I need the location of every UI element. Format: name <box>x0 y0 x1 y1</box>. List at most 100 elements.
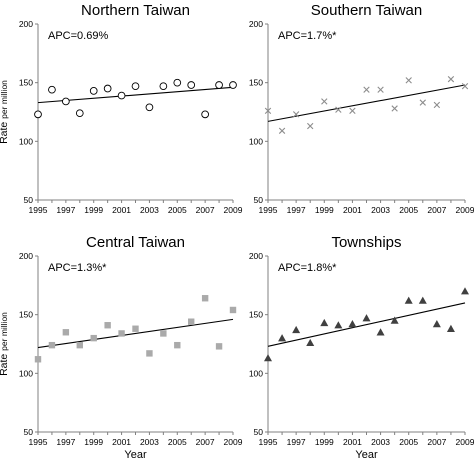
x-tick-label: 1995 <box>29 437 48 447</box>
y-axis-label-sub: per million <box>0 312 9 351</box>
data-point <box>48 341 56 349</box>
data-point <box>118 330 125 337</box>
data-point <box>348 320 357 328</box>
x-tick-label: 1997 <box>56 437 75 447</box>
y-axis-label: Rate per million <box>0 80 10 144</box>
x-tick-label: 1995 <box>29 205 48 215</box>
x-tick-label: 2005 <box>399 437 418 447</box>
x-tick-label: 1997 <box>56 205 75 215</box>
data-point <box>405 77 412 84</box>
data-point <box>159 82 168 91</box>
y-tick-label: 100 <box>249 368 263 378</box>
data-point <box>334 321 343 329</box>
data-point <box>174 341 181 349</box>
trend-line <box>37 86 234 104</box>
data-point <box>117 91 126 100</box>
data-point <box>391 105 398 112</box>
y-axis-label: Rate per million <box>0 312 10 376</box>
x-tick-label: 1995 <box>259 205 278 215</box>
data-point <box>264 354 272 362</box>
x-tick-label: 2009 <box>224 205 243 215</box>
x-tick-label: 2009 <box>456 205 474 215</box>
data-point <box>404 296 413 304</box>
data-point <box>433 101 441 109</box>
x-tick-label: 1999 <box>315 205 334 215</box>
x-tick-label: 2001 <box>343 437 362 447</box>
x-tick-label: 2009 <box>456 437 474 447</box>
x-tick-label: 2003 <box>371 205 390 215</box>
data-point <box>62 329 70 336</box>
y-tick-label: 200 <box>249 251 263 261</box>
panel-title: Southern Taiwan <box>311 2 422 19</box>
data-point <box>278 127 286 134</box>
data-point <box>335 106 342 113</box>
y-tick-label: 50 <box>254 195 264 205</box>
x-axis-label: Year <box>355 449 378 460</box>
data-point <box>201 110 209 119</box>
x-tick-label: 2007 <box>427 205 446 215</box>
data-point <box>264 107 272 115</box>
data-point <box>307 122 314 130</box>
x-tick-label: 2003 <box>371 437 390 447</box>
data-point <box>90 334 97 342</box>
data-point <box>306 338 315 347</box>
x-tick-label: 2003 <box>140 437 159 447</box>
x-tick-label: 1999 <box>315 437 334 447</box>
data-point <box>390 316 399 324</box>
x-tick-label: 2001 <box>112 437 131 447</box>
data-point <box>362 314 371 322</box>
data-point <box>146 350 153 357</box>
x-tick-label: 2003 <box>140 205 159 215</box>
y-tick-label: 200 <box>19 19 33 29</box>
data-point <box>89 87 98 95</box>
data-point <box>201 295 209 302</box>
y-tick-label: 150 <box>249 310 263 320</box>
panel-3: Central Taiwan 50 100 150 200 1995 1997 1999 200… <box>0 234 243 460</box>
data-point <box>104 322 111 329</box>
data-point <box>377 86 384 93</box>
data-point <box>48 85 56 94</box>
data-point <box>75 109 84 118</box>
y-tick-label: 50 <box>24 195 34 205</box>
y-tick-label: 50 <box>254 427 264 437</box>
data-point <box>419 99 426 106</box>
y-tick-label: 200 <box>19 251 33 261</box>
data-point <box>76 341 83 349</box>
data-point <box>229 306 237 314</box>
data-point <box>320 318 329 327</box>
data-point <box>173 78 182 87</box>
x-tick-label: 1995 <box>259 437 278 447</box>
x-tick-label: 1999 <box>84 437 103 447</box>
y-tick-label: 50 <box>24 427 34 437</box>
panel-title: Townships <box>331 234 401 251</box>
data-point <box>292 325 301 334</box>
data-point <box>215 343 223 350</box>
data-point <box>363 86 370 93</box>
panel-2: Southern Taiwan 50 100 150 200 1995 1997 1999 20… <box>249 2 474 215</box>
apc-annotation: APC=1.8%* <box>278 262 337 274</box>
data-point <box>131 82 140 91</box>
data-point <box>62 97 70 106</box>
x-tick-label: 2005 <box>168 437 187 447</box>
x-tick-label: 2005 <box>168 205 187 215</box>
y-axis-label-main: Rate <box>0 119 10 144</box>
y-tick-label: 100 <box>19 136 33 146</box>
x-tick-label: 1997 <box>287 437 306 447</box>
apc-annotation: APC=1.7%* <box>278 30 337 42</box>
data-point <box>321 98 328 105</box>
data-point <box>160 330 167 337</box>
data-point <box>446 324 455 332</box>
trend-line <box>267 302 466 347</box>
data-point <box>418 296 427 304</box>
data-point <box>229 81 237 89</box>
data-point <box>145 103 154 112</box>
data-point <box>34 110 42 119</box>
trend-line <box>37 318 234 349</box>
y-axis-label-sub: per million <box>0 80 9 119</box>
x-tick-label: 1999 <box>84 205 103 215</box>
x-tick-label: 2001 <box>112 205 131 215</box>
data-point <box>447 75 455 83</box>
data-point <box>34 356 42 363</box>
